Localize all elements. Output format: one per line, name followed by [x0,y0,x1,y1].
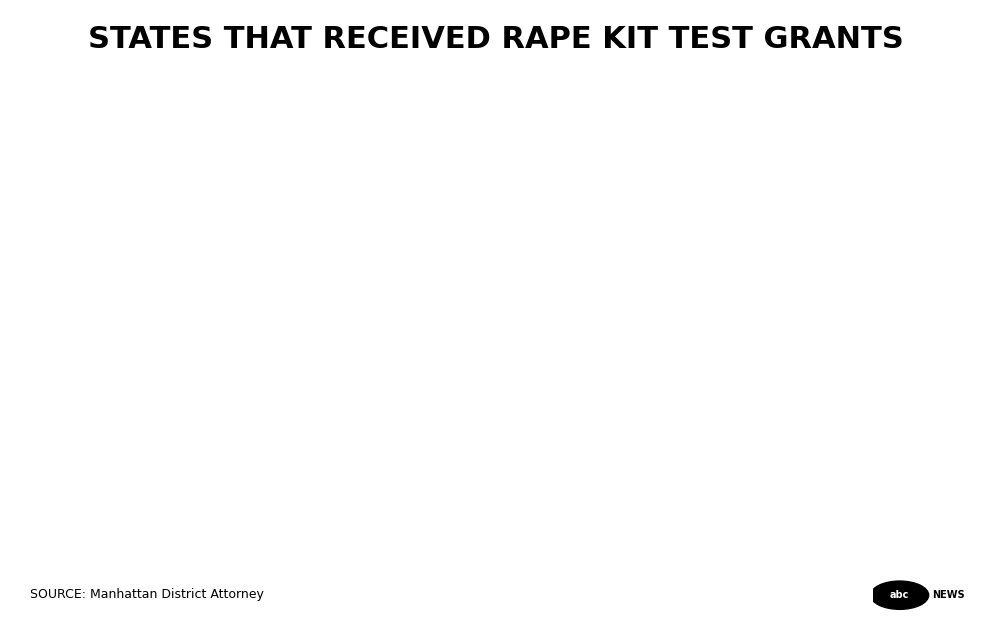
Text: STATES THAT RECEIVED RAPE KIT TEST GRANTS: STATES THAT RECEIVED RAPE KIT TEST GRANT… [88,25,904,54]
Text: abc: abc [890,590,910,600]
Text: NEWS: NEWS [932,590,965,600]
Circle shape [871,581,929,609]
Text: SOURCE: Manhattan District Attorney: SOURCE: Manhattan District Attorney [30,588,264,601]
